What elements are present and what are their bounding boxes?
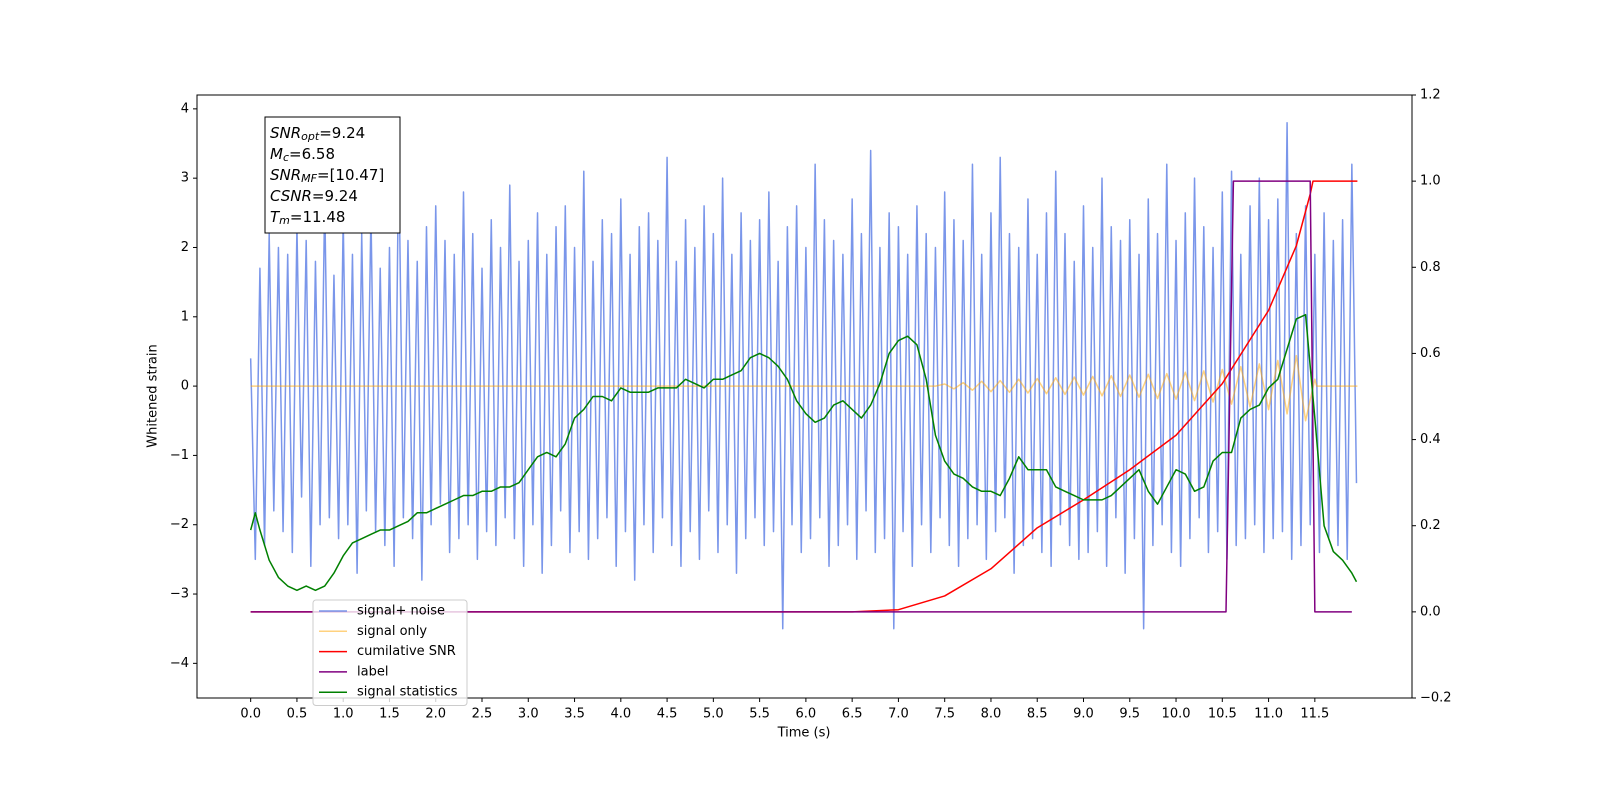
- x-tick-label: 4.5: [657, 707, 678, 722]
- x-tick-label: 8.0: [981, 707, 1002, 722]
- x-tick-label: 7.0: [888, 707, 909, 722]
- y-tick-label: −4: [170, 656, 189, 671]
- x-tick-label: 7.5: [934, 707, 955, 722]
- y2-tick-label: 0.0: [1420, 604, 1441, 619]
- series-line: [249, 313, 1358, 592]
- x-tick-label: 11.5: [1300, 707, 1329, 722]
- series-line: [250, 180, 1352, 613]
- x-tick-label: 6.0: [796, 707, 817, 722]
- annotation-symbol: SNR: [270, 124, 301, 142]
- x-tick-label: 10.5: [1208, 707, 1237, 722]
- annotation-value: =9.24: [319, 124, 365, 142]
- x-tick-label: 5.5: [749, 707, 770, 722]
- x-tick-label: 2.0: [425, 707, 446, 722]
- annotation-symbol: SNR: [270, 166, 301, 184]
- x-tick-label: 1.5: [379, 707, 400, 722]
- legend: signal+ noise signal only cumilative SNR la…: [312, 599, 468, 706]
- x-tick-label: 3.5: [564, 707, 585, 722]
- y-tick-label: 2: [181, 240, 189, 255]
- y2-tick-label: 0.4: [1420, 432, 1441, 447]
- plot-area: [249, 121, 1358, 630]
- annotation-line: SNRopt=9.24: [270, 124, 365, 144]
- legend-label: signal+ noise: [357, 604, 445, 619]
- x-tick-label: 10.0: [1162, 707, 1191, 722]
- annotation-line: Tm=11.48: [270, 208, 345, 228]
- y2-tick-label: 0.6: [1420, 346, 1441, 361]
- annotation-symbol: M: [270, 145, 283, 163]
- x-tick-label: 11.0: [1254, 707, 1283, 722]
- x-tick-label: 6.5: [842, 707, 863, 722]
- annotation-value: =9.24: [312, 187, 358, 205]
- x-tick-label: 8.5: [1027, 707, 1048, 722]
- y2-tick-label: 0.8: [1420, 260, 1441, 275]
- x-tick-label: 0.5: [287, 707, 308, 722]
- y-tick-label: 1: [181, 309, 189, 324]
- annotation-subscript: opt: [301, 130, 320, 143]
- legend-label: label: [357, 664, 388, 679]
- legend-label: signal statistics: [357, 685, 458, 700]
- annotation-line: CSNR=9.24: [270, 187, 358, 205]
- y-tick-label: −3: [170, 587, 189, 602]
- annotation-value: =6.58: [289, 145, 335, 163]
- y-tick-label: 0: [181, 379, 189, 394]
- legend-box: [312, 599, 468, 706]
- series-line: [249, 121, 1358, 630]
- annotation-line: SNRMF=[10.47]: [270, 166, 384, 186]
- y2-tick-label: 1.0: [1420, 174, 1441, 189]
- annotation-subscript: c: [283, 151, 289, 164]
- y-axis-label: Whitened strain: [146, 344, 161, 447]
- y2-tick-label: 0.2: [1420, 518, 1441, 533]
- annotation-symbol: CSNR: [270, 187, 312, 205]
- annotation: SNRopt=9.24Mc=6.58SNRMF=[10.47]CSNR=9.24…: [264, 116, 401, 234]
- legend-label: cumilative SNR: [357, 644, 456, 659]
- annotation-box: [264, 116, 401, 234]
- annotation-symbol: T: [270, 208, 281, 226]
- annotation-line: Mc=6.58: [270, 145, 335, 165]
- annotation-subscript: m: [279, 214, 290, 227]
- y2-tick-label: 1.2: [1420, 88, 1441, 103]
- x-tick-label: 2.5: [472, 707, 493, 722]
- y-tick-label: −1: [170, 448, 189, 463]
- x-axis-label: Time (s): [777, 726, 831, 741]
- axes-frame: [196, 94, 1413, 699]
- ticks: 0.0 0.5 1.0 1.5 2.0 2.5 3.0 3.5 4.0 4.5 5.0 5.5 6.0 6…: [170, 88, 1452, 722]
- annotation-value: =11.48: [290, 208, 346, 226]
- x-tick-label: 0.0: [240, 707, 261, 722]
- annotation-value: =[10.47]: [317, 166, 384, 184]
- x-tick-label: 5.0: [703, 707, 724, 722]
- x-tick-label: 4.0: [610, 707, 631, 722]
- series-line: [250, 180, 1358, 613]
- y-tick-label: 4: [181, 101, 189, 116]
- x-tick-label: 3.0: [518, 707, 539, 722]
- legend-label: signal only: [357, 624, 427, 639]
- x-tick-label: 1.0: [333, 707, 354, 722]
- y-tick-label: 3: [181, 171, 189, 186]
- x-tick-label: 9.0: [1073, 707, 1094, 722]
- y2-tick-label: −0.2: [1420, 691, 1452, 706]
- x-tick-label: 9.5: [1119, 707, 1140, 722]
- annotation-subscript: MF: [301, 172, 317, 185]
- y-tick-label: −2: [170, 517, 189, 532]
